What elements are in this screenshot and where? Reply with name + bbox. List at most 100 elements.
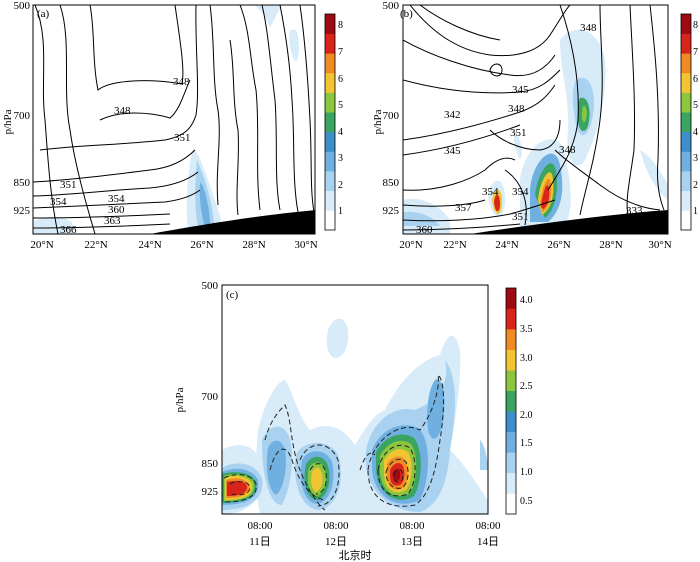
panel-c-xtick-day: 11日 — [249, 536, 271, 548]
panel-b-contour-label: 351 — [510, 127, 527, 139]
colorbar-cell — [506, 349, 516, 371]
colorbar-cell — [681, 171, 691, 192]
colorbar-cell — [506, 493, 516, 515]
panel-c: (c) p/hPa 500 700 850 925 08:00 08:00 08… — [174, 280, 501, 562]
panel-a-plot — [33, 5, 315, 234]
panel-b-terrain — [470, 210, 668, 234]
panel-b-colorbar-frame — [680, 13, 692, 231]
panel-a-colorbar-tick: 5 — [338, 100, 343, 111]
panel-c-xtick-day: 13日 — [401, 536, 423, 548]
panel-b-colorbar-tick: 6 — [693, 74, 698, 85]
colorbar-cell — [681, 53, 691, 74]
panel-a-colorbar-frame — [324, 13, 336, 231]
colorbar-cell — [506, 431, 516, 453]
panel-b-ytick: 925 — [383, 205, 400, 217]
panel-c-xtick: 08:00 — [323, 520, 349, 532]
panel-a-contour-labels: 348 348 351 351 354 354 360 363 366 — [50, 76, 191, 236]
panel-a-contours — [33, 5, 315, 234]
panel-c-colorbar-tick: 1.0 — [520, 467, 533, 478]
colorbar-cell — [325, 131, 335, 152]
panel-b-contour-label: 348 — [508, 103, 525, 115]
panel-c-xtick: 08:00 — [247, 520, 273, 532]
panel-a-colorbar-tick: 8 — [338, 20, 343, 31]
colorbar-cell — [325, 14, 335, 34]
colorbar-cell — [325, 190, 335, 211]
panel-c-ytick: 500 — [202, 280, 219, 292]
panel-b-colorbar-tick: 7 — [693, 47, 698, 58]
panel-a-xtick: 30°N — [294, 239, 317, 251]
panel-c-xtick-day: 12日 — [325, 536, 347, 548]
colorbar-cell — [506, 472, 516, 494]
colorbar-cell — [681, 112, 691, 133]
panel-c-colorbar-tick: 4.0 — [520, 295, 533, 306]
panel-b-contour-label: 333 — [626, 205, 643, 217]
panel-b-xtick: 24°N — [495, 239, 518, 251]
panel-c-xticks: 08:00 08:00 08:00 08:00 11日 12日 13日 14日 — [247, 520, 501, 548]
panel-b-label: (b) — [400, 8, 413, 20]
panel-c-colorbar-tick: 2.0 — [520, 410, 533, 421]
panel-c-colorbar-frame — [505, 287, 517, 515]
panel-b-colorbar-cells — [681, 14, 691, 231]
panel-b-contour-label: 348 — [559, 144, 576, 156]
panel-a-xtick: 26°N — [190, 239, 213, 251]
panel-b-colorbar-tick: 5 — [693, 100, 698, 111]
panel-a-xtick: 22°N — [84, 239, 107, 251]
panel-c-colorbar: 4.0 3.5 3.0 2.5 2.0 1.5 1.0 0.5 — [505, 287, 533, 515]
panel-b-contour-label: 351 — [512, 211, 529, 223]
panel-c-frame — [221, 284, 489, 515]
colorbar-cell — [325, 171, 335, 192]
panel-b-colorbar: 8 7 6 5 4 3 2 1 — [680, 13, 698, 231]
panel-a-ytick: 700 — [14, 110, 31, 122]
colorbar-cell — [681, 92, 691, 113]
panel-a-contour-label: 351 — [60, 179, 77, 191]
panel-b-xticks: 20°N 22°N 24°N 26°N 28°N 30°N — [399, 239, 671, 251]
panel-b-contour-label: 354 — [482, 186, 499, 198]
panel-b-colorbar-tick: 8 — [693, 20, 698, 31]
panel-b-contour-label: 342 — [444, 109, 461, 121]
colorbar-cell — [325, 151, 335, 172]
panel-a-colorbar: 8 7 6 5 4 3 2 1 — [324, 13, 343, 231]
colorbar-cell — [506, 411, 516, 433]
panel-c-colorbar-tick: 1.5 — [520, 438, 533, 449]
colorbar-cell — [506, 288, 516, 309]
panel-a-contour-label: 348 — [173, 76, 190, 88]
panel-c-shading — [222, 318, 488, 514]
colorbar-cell — [325, 210, 335, 231]
panel-c-xtick-day: 14日 — [477, 536, 499, 548]
panel-b-ytick: 500 — [383, 0, 400, 12]
panel-a-ytick: 925 — [14, 205, 31, 217]
panel-b-xtick: 22°N — [443, 239, 466, 251]
panel-c-colorbar-tick: 3.5 — [520, 324, 533, 335]
panel-b-colorbar-tick: 2 — [693, 180, 698, 191]
panel-c-colorbar-tick: 3.0 — [520, 353, 533, 364]
panel-b-contour-labels: 348 345 342 348 351 345 348 354 354 357 … — [416, 22, 643, 236]
panel-c-colorbar-cells — [506, 288, 516, 515]
panel-b-colorbar-tick: 1 — [693, 206, 698, 217]
panel-b-contour-label: 345 — [444, 145, 461, 157]
panel-a-contour-label: 360 — [108, 204, 125, 216]
colorbar-cell — [325, 53, 335, 74]
colorbar-cell — [681, 131, 691, 152]
panel-b-ylabel: p/hPa — [372, 109, 384, 134]
panel-b-plot — [403, 5, 668, 234]
panel-a-colorbar-tick: 7 — [338, 47, 343, 58]
panel-c-colorbar-ticks: 4.0 3.5 3.0 2.5 2.0 1.5 1.0 0.5 — [520, 295, 533, 507]
panel-b-xtick: 30°N — [648, 239, 671, 251]
panel-a-colorbar-ticks: 8 7 6 5 4 3 2 1 — [338, 20, 343, 217]
colorbar-cell — [506, 329, 516, 350]
panel-b-ytick: 700 — [383, 110, 400, 122]
panel-a-ytick: 850 — [14, 177, 31, 189]
panel-a-xtick: 24°N — [138, 239, 161, 251]
panel-b-contour-label: 357 — [455, 202, 472, 214]
colorbar-cell — [506, 452, 516, 474]
panel-b-colorbar-tick: 3 — [693, 153, 698, 164]
colorbar-cell — [681, 72, 691, 93]
panel-c-label: (c) — [226, 289, 239, 301]
colorbar-cell — [325, 92, 335, 113]
colorbar-cell — [506, 390, 516, 412]
panel-b-yticks: 500 700 850 925 — [383, 0, 400, 217]
panel-b-xtick: 26°N — [547, 239, 570, 251]
panel-a-ytick: 500 — [14, 0, 31, 12]
panel-a-contour-label: 363 — [104, 215, 121, 227]
